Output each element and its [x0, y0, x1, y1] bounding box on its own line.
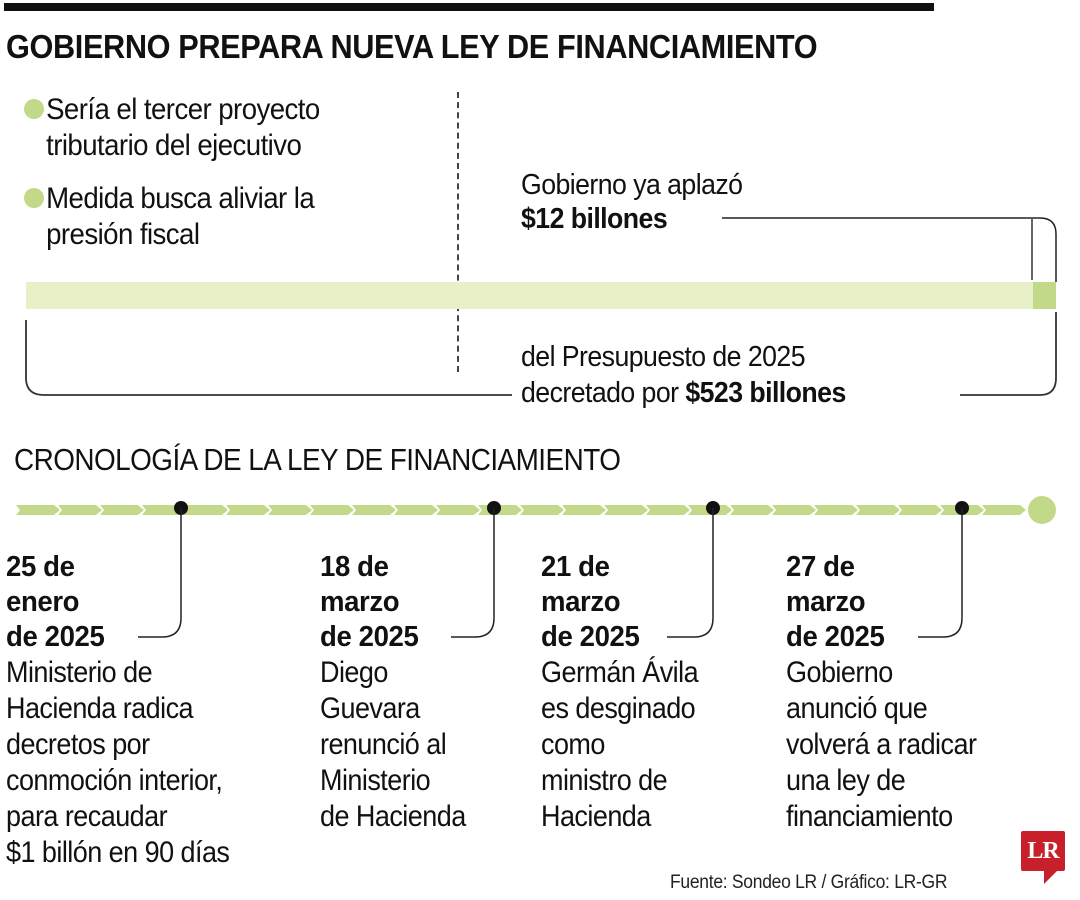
page-title: GOBIERNO PREPARA NUEVA LEY DE FINANCIAMI…	[6, 28, 818, 65]
event-desc-line: ministro de	[541, 764, 668, 797]
budget-line-2: decretado por $523 billones	[521, 376, 846, 410]
timeline-event-3: 21 de marzo de 2025 Germán Ávila es desg…	[541, 550, 861, 835]
budget-bar-postponed-segment	[1033, 282, 1056, 309]
event-desc-line: Ministerio de	[6, 656, 153, 689]
logo-speech-tail	[1044, 870, 1058, 884]
budget-line-1: del Presupuesto de 2025	[521, 341, 806, 373]
logo-text: LR	[1027, 838, 1059, 864]
event-desc-line: conmoción interior,	[6, 764, 223, 797]
event-date-line: de 2025	[6, 621, 105, 653]
event-desc-line: Hacienda radica	[6, 692, 194, 725]
event-desc-line: Gobierno	[786, 656, 893, 689]
budget-line-2-prefix: decretado por	[521, 377, 686, 409]
bullet-dot-icon	[24, 188, 44, 208]
event-date-line: marzo	[320, 586, 400, 618]
event-date-line: de 2025	[320, 621, 419, 653]
budget-total-amount: $523 billones	[685, 377, 846, 409]
postponed-amount: $12 billones	[521, 203, 668, 235]
event-desc-line: una ley de	[786, 764, 906, 797]
timeline-event-1: 25 de enero de 2025 Ministerio de Hacien…	[6, 550, 326, 871]
event-date-line: de 2025	[541, 621, 640, 653]
top-rule	[4, 3, 934, 11]
event-date-line: 21 de	[541, 551, 610, 583]
timeline-event-4: 27 de marzo de 2025 Gobierno anunció que…	[786, 550, 1080, 835]
event-date-line: marzo	[786, 586, 866, 618]
event-desc-line: Hacienda	[541, 800, 651, 833]
event-desc-line: es desginado	[541, 692, 696, 725]
postponed-label: Gobierno ya aplazó	[521, 169, 743, 201]
event-desc-line: Ministerio	[320, 764, 431, 797]
bullet-item-2: Medida busca aliviar la presión fiscal	[24, 181, 339, 253]
timeline-event-2: 18 de marzo de 2025 Diego Guevara renunc…	[320, 550, 640, 835]
event-desc-line: decretos por	[6, 728, 150, 761]
event-date-line: enero	[6, 586, 80, 618]
postponed-value: $12 billones	[521, 202, 668, 236]
event-desc-line: Germán Ávila	[541, 656, 699, 689]
bullet-item-1: Sería el tercer proyecto tributario del …	[24, 92, 345, 164]
timeline-title: CRONOLOGÍA DE LA LEY DE FINANCIAMIENTO	[14, 442, 621, 477]
event-desc-line: renunció al	[320, 728, 447, 761]
dashed-divider	[457, 92, 459, 372]
event-date-line: 27 de	[786, 551, 855, 583]
lr-logo-icon: LR	[1021, 831, 1065, 871]
event-desc-line: $1 billón en 90 días	[6, 836, 230, 869]
event-desc-line: volverá a radicar	[786, 728, 977, 761]
bullet-line: presión fiscal	[46, 218, 200, 251]
bullet-line: Medida busca aliviar la	[46, 182, 315, 215]
event-date-line: marzo	[541, 586, 621, 618]
event-desc-line: anunció que	[786, 692, 928, 725]
event-desc-line: Guevara	[320, 692, 420, 725]
event-desc-line: para recaudar	[6, 800, 168, 833]
bullet-line: tributario del ejecutivo	[46, 129, 302, 162]
source-credit: Fuente: Sondeo LR / Gráfico: LR-GR	[670, 872, 948, 893]
event-desc-line: financiamiento	[786, 800, 953, 833]
event-desc-line: como	[541, 728, 605, 761]
bullet-dot-icon	[24, 99, 44, 119]
event-desc-line: Diego	[320, 656, 388, 689]
bullet-line: Sería el tercer proyecto	[46, 93, 320, 126]
event-date-line: 25 de	[6, 551, 75, 583]
event-date-line: de 2025	[786, 621, 885, 653]
event-date-line: 18 de	[320, 551, 389, 583]
budget-bar-total	[26, 282, 1056, 309]
event-desc-line: de Hacienda	[320, 800, 466, 833]
